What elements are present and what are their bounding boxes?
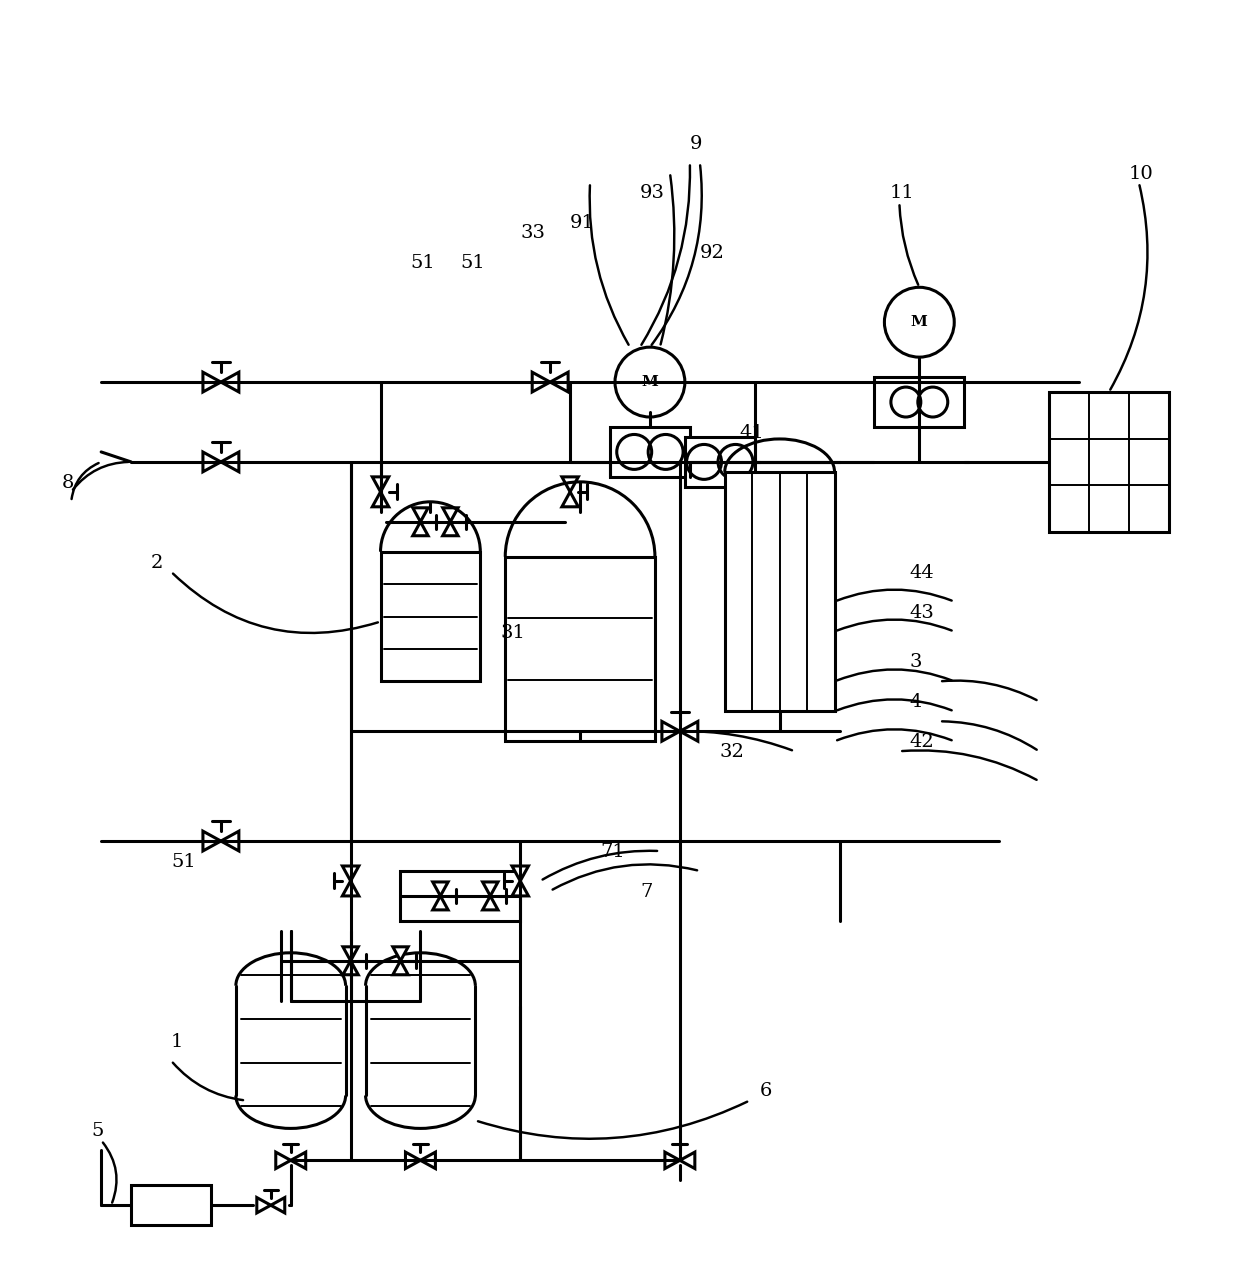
Bar [724,472,835,711]
Text: 51: 51 [171,853,196,871]
Polygon shape [342,866,358,881]
Text: 51: 51 [410,254,435,272]
Text: 2: 2 [151,554,164,572]
Text: 93: 93 [640,185,665,203]
Text: M: M [911,316,928,330]
Polygon shape [203,372,221,393]
Polygon shape [512,881,528,896]
Polygon shape [482,881,498,896]
Polygon shape [393,961,408,975]
Polygon shape [420,1152,435,1169]
Text: 33: 33 [521,225,546,242]
Text: 8: 8 [61,473,73,491]
Text: 5: 5 [92,1123,104,1141]
Text: 7: 7 [640,883,652,901]
Text: 43: 43 [909,603,934,621]
Polygon shape [680,1152,694,1169]
Polygon shape [562,477,578,491]
Text: 1: 1 [171,1033,184,1051]
Bar [1049,393,1169,531]
Polygon shape [551,372,568,393]
Text: 9: 9 [689,135,702,153]
Text: 92: 92 [699,244,724,262]
Polygon shape [482,896,498,910]
Polygon shape [270,1197,285,1212]
Polygon shape [257,1197,270,1212]
Polygon shape [443,508,458,522]
Text: 32: 32 [719,743,745,761]
Polygon shape [393,947,408,961]
Polygon shape [343,947,358,961]
Polygon shape [532,372,551,393]
Bar [610,427,689,477]
Polygon shape [221,372,239,393]
Text: 91: 91 [570,214,595,232]
Circle shape [615,348,684,417]
Polygon shape [221,831,239,851]
Text: 41: 41 [740,423,765,441]
Text: 11: 11 [889,185,914,203]
Bar [684,438,755,486]
Bar [874,377,965,427]
Polygon shape [290,1152,306,1169]
Bar [381,552,480,681]
Polygon shape [405,1152,420,1169]
Text: M: M [641,375,658,389]
Polygon shape [433,881,448,896]
Polygon shape [665,1152,680,1169]
Text: 10: 10 [1128,164,1153,182]
Polygon shape [275,1152,290,1169]
Text: 44: 44 [909,563,934,581]
Polygon shape [342,881,358,896]
Polygon shape [562,491,578,507]
Polygon shape [203,452,221,472]
Text: 3: 3 [909,653,921,671]
Text: 42: 42 [909,734,934,752]
Polygon shape [372,491,389,507]
Polygon shape [413,508,428,522]
Circle shape [884,287,955,357]
Bar [505,557,655,742]
Polygon shape [413,522,428,536]
Text: 6: 6 [760,1083,773,1101]
Polygon shape [343,961,358,975]
Bar [401,871,521,921]
Text: 71: 71 [600,843,625,861]
Polygon shape [221,452,239,472]
Polygon shape [203,831,221,851]
Polygon shape [433,896,448,910]
Text: 31: 31 [500,624,526,642]
Polygon shape [443,522,458,536]
Text: 4: 4 [909,693,921,711]
Bar [131,1185,211,1225]
Polygon shape [512,866,528,881]
Text: 51: 51 [460,254,485,272]
Polygon shape [372,477,389,491]
Polygon shape [680,721,698,742]
Polygon shape [662,721,680,742]
